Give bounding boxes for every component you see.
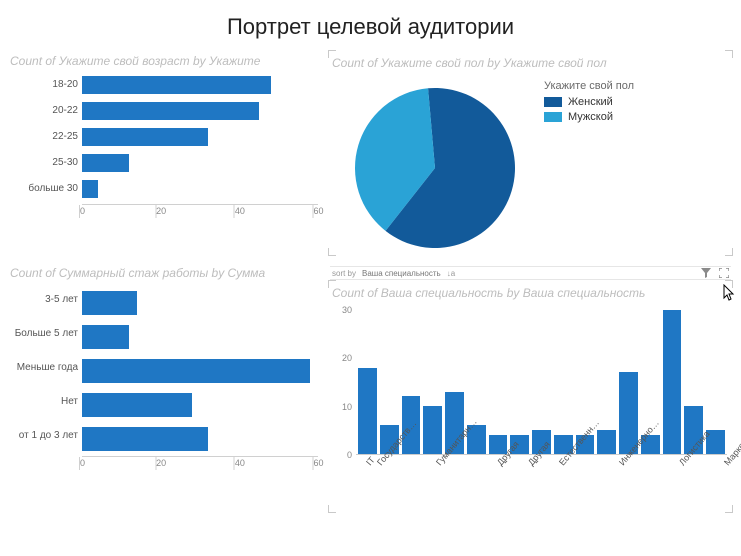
tenure-panel: Count of Суммарный стаж работы by Сумма … — [8, 262, 318, 513]
gender-legend: Укажите свой пол Женский Мужской — [544, 80, 634, 126]
tenure-chart: 3-5 лет Больше 5 лет Меньше года Нет от 1 до… — [8, 286, 318, 471]
legend-item[interactable]: Мужской — [544, 111, 634, 123]
y-tick: 0 — [330, 450, 352, 460]
hbar-fill[interactable] — [82, 76, 271, 94]
selection-corner — [328, 50, 336, 58]
sort-direction[interactable]: ↓a — [447, 269, 455, 278]
selection-corner — [725, 248, 733, 256]
gender-pie-chart — [340, 80, 530, 250]
x-tick: 40 — [234, 205, 245, 218]
y-tick: 20 — [330, 353, 352, 363]
age-panel: Count of Укажите свой возраст by Укажите… — [8, 50, 318, 256]
hbar-label: от 1 до 3 лет — [8, 431, 82, 442]
hbar-label: 3-5 лет — [8, 295, 82, 306]
hbar-row: 18-20 — [8, 74, 318, 96]
x-tick: 0 — [79, 205, 85, 218]
hbar-label: Нет — [8, 397, 82, 408]
selection-corner — [328, 280, 336, 288]
hbar-label: 22-25 — [8, 132, 82, 143]
gender-panel-title: Count of Укажите свой пол by Укажите сво… — [332, 56, 731, 70]
dashboard: Портрет целевой аудитории Count of Укажи… — [0, 14, 741, 523]
x-tick: 60 — [312, 457, 323, 470]
hbar-fill[interactable] — [82, 427, 208, 451]
column-bar[interactable] — [358, 368, 377, 454]
filter-icon[interactable] — [701, 268, 711, 278]
legend-swatch — [544, 97, 562, 107]
specialty-panel[interactable]: sort by Ваша специальность ↓a — [328, 262, 733, 513]
legend-swatch — [544, 112, 562, 122]
age-chart: 18-2020-2222-2525-30больше 300204060 — [8, 74, 318, 219]
y-tick: 10 — [330, 402, 352, 412]
hbar-fill[interactable] — [82, 128, 208, 146]
column-bar[interactable] — [597, 430, 616, 454]
hbar-row: 25-30 — [8, 152, 318, 174]
x-tick: 60 — [312, 205, 323, 218]
hbar-row: Нет — [8, 388, 318, 416]
hbar-row: Больше 5 лет — [8, 320, 318, 348]
y-tick: 30 — [330, 305, 352, 315]
hbar-fill[interactable] — [82, 180, 98, 198]
sort-by-label: sort by — [332, 269, 356, 278]
page-title: Портрет целевой аудитории — [0, 14, 741, 40]
hbar-fill[interactable] — [82, 359, 310, 383]
legend-item[interactable]: Женский — [544, 96, 634, 108]
hbar-label: 20-22 — [8, 106, 82, 117]
legend-label: Мужской — [568, 111, 613, 123]
hbar-label: Больше 5 лет — [8, 329, 82, 340]
specialty-chart: 0102030 ITГосударств…Гуманитарн…ДругаяДр… — [330, 306, 731, 511]
hbar-row: 22-25 — [8, 126, 318, 148]
hbar-label: 25-30 — [8, 158, 82, 169]
column-bar[interactable] — [423, 406, 442, 454]
x-tick: 20 — [155, 457, 166, 470]
expand-icon[interactable] — [719, 268, 729, 278]
column-bar[interactable] — [663, 310, 682, 454]
hbar-row: 20-22 — [8, 100, 318, 122]
selection-corner — [725, 280, 733, 288]
hbar-fill[interactable] — [82, 154, 129, 172]
x-tick: 40 — [234, 457, 245, 470]
hbar-fill[interactable] — [82, 325, 129, 349]
hbar-row: от 1 до 3 лет — [8, 422, 318, 450]
hbar-row: больше 30 — [8, 178, 318, 200]
hbar-fill[interactable] — [82, 291, 137, 315]
hbar-fill[interactable] — [82, 393, 192, 417]
age-panel-title: Count of Укажите свой возраст by Укажите — [10, 54, 318, 68]
sort-field[interactable]: Ваша специальность — [362, 269, 441, 278]
pie-wrap: Укажите свой пол Женский Мужской — [330, 76, 731, 254]
legend-label: Женский — [568, 96, 613, 108]
hbar-row: Меньше года — [8, 354, 318, 382]
specialty-panel-title: Count of Ваша специальность by Ваша спец… — [332, 286, 731, 300]
hbar-label: больше 30 — [8, 184, 82, 195]
x-tick: 20 — [155, 205, 166, 218]
hbar-fill[interactable] — [82, 102, 259, 120]
legend-title: Укажите свой пол — [544, 80, 634, 92]
gender-panel[interactable]: Count of Укажите свой пол by Укажите сво… — [328, 50, 733, 256]
selection-corner — [328, 248, 336, 256]
selection-corner — [725, 50, 733, 58]
tenure-panel-title: Count of Суммарный стаж работы by Сумма — [10, 266, 318, 280]
x-tick: 0 — [79, 457, 85, 470]
hbar-label: Меньше года — [8, 363, 82, 374]
chart-grid: Count of Укажите свой возраст by Укажите… — [0, 50, 741, 523]
hbar-row: 3-5 лет — [8, 286, 318, 314]
sort-strip[interactable]: sort by Ваша специальность ↓a — [330, 266, 731, 280]
hbar-label: 18-20 — [8, 80, 82, 91]
